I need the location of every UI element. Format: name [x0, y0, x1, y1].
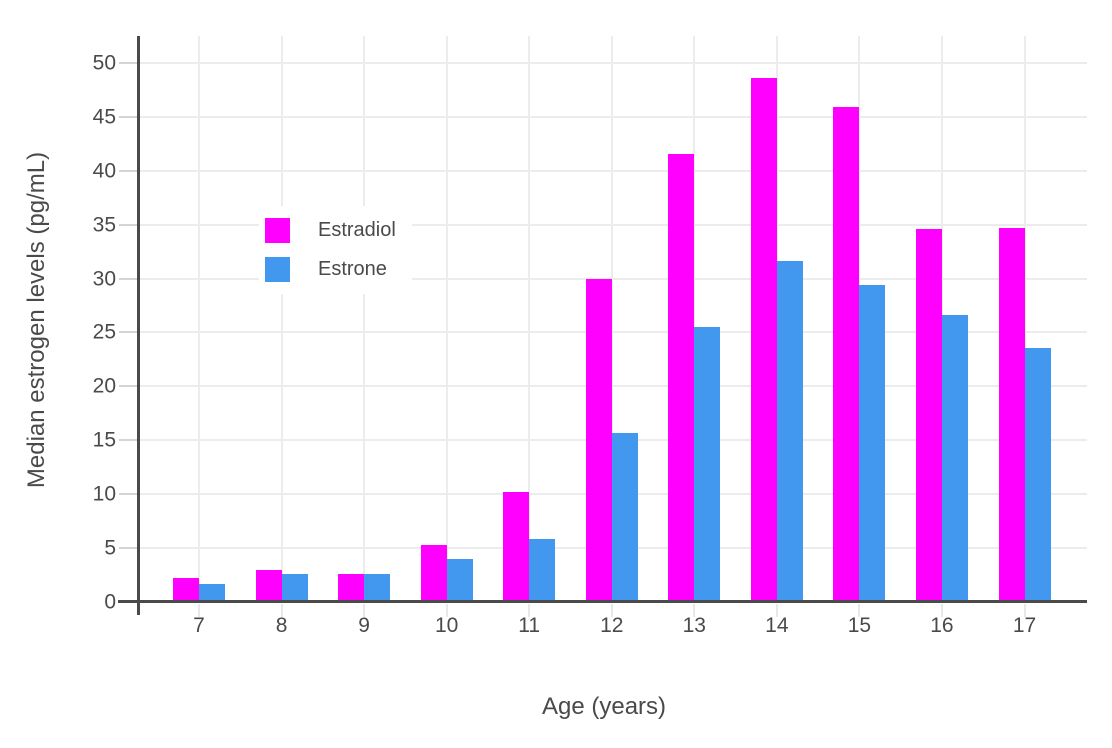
bar-estradiol-age-8[interactable]	[255, 569, 282, 602]
x-tick-label-7: 7	[193, 614, 205, 637]
y-tick-label-30: 30	[92, 267, 116, 291]
y-tick-label-0: 0	[104, 590, 116, 614]
legend-label-estrone: Estrone	[318, 258, 387, 280]
y-tick-mark-5	[119, 547, 138, 550]
x-tick-label-16: 16	[930, 614, 954, 637]
y-tick-mark-50	[119, 61, 138, 64]
gridline-y-45	[138, 115, 1087, 118]
bar-estradiol-age-10[interactable]	[420, 544, 447, 602]
y-tick-mark-15	[119, 439, 138, 442]
x-tick-mark-11	[528, 604, 531, 617]
y-tick-mark-10	[119, 493, 138, 496]
y-tick-mark-35	[119, 223, 138, 226]
x-tick-mark-15	[858, 604, 861, 617]
bar-estradiol-age-11[interactable]	[503, 492, 530, 602]
y-tick-label-15: 15	[92, 428, 116, 452]
y-axis-zero-tick	[118, 600, 138, 603]
y-tick-label-50: 50	[92, 51, 116, 75]
y-tick-label-20: 20	[92, 374, 116, 398]
legend-swatch-estrone	[265, 257, 290, 282]
bar-estrone-age-14[interactable]	[776, 261, 803, 602]
bar-estrone-age-11[interactable]	[529, 539, 556, 602]
x-tick-label-15: 15	[847, 614, 872, 637]
gridline-x-11	[528, 36, 531, 602]
bar-estradiol-age-15[interactable]	[833, 107, 860, 602]
legend-label-estradiol: Estradiol	[318, 219, 396, 241]
x-tick-label-9: 9	[358, 614, 370, 637]
x-tick-label-12: 12	[600, 614, 624, 637]
gridline-x-17	[1023, 36, 1026, 602]
x-tick-mark-17	[1023, 604, 1026, 617]
y-tick-mark-30	[119, 277, 138, 280]
bar-estrone-age-16[interactable]	[941, 315, 968, 602]
x-axis-title: Age (years)	[541, 693, 667, 720]
y-tick-label-10: 10	[92, 482, 116, 506]
bar-estradiol-age-17[interactable]	[998, 227, 1025, 602]
bar-estrone-age-13[interactable]	[694, 327, 721, 602]
x-axis-tick-labels: 7 8 9 10 11 12 13 14 15 16 17	[138, 615, 1087, 645]
gridline-x-10	[445, 36, 448, 602]
x-tick-mark-9	[363, 604, 366, 617]
x-tick-label-14: 14	[765, 614, 789, 637]
x-tick-mark-14	[775, 604, 778, 617]
legend-swatch-estradiol	[265, 218, 290, 243]
bar-estradiol-age-16[interactable]	[915, 228, 942, 602]
gridline-y-40	[138, 169, 1087, 172]
x-tick-mark-16	[940, 604, 943, 617]
bar-estrone-age-8[interactable]	[281, 573, 308, 602]
x-tick-label-17: 17	[1012, 614, 1037, 637]
x-tick-label-11: 11	[518, 614, 541, 637]
x-tick-mark-12	[610, 604, 613, 617]
bar-estradiol-age-9[interactable]	[338, 573, 365, 602]
y-tick-label-25: 25	[92, 320, 116, 344]
gridline-x-8	[280, 36, 283, 602]
gridline-x-13	[693, 36, 696, 602]
y-tick-mark-25	[119, 331, 138, 334]
x-tick-mark-13	[693, 604, 696, 617]
gridline-y-25	[138, 331, 1087, 334]
gridline-y-35	[138, 223, 1087, 226]
y-tick-label-45: 45	[92, 105, 116, 129]
y-tick-mark-20	[119, 385, 138, 388]
y-tick-label-5: 5	[104, 536, 116, 560]
gridline-y-50	[138, 61, 1087, 64]
x-tick-mark-8	[280, 604, 283, 617]
bar-estrone-age-17[interactable]	[1024, 347, 1051, 602]
x-tick-label-13: 13	[682, 614, 706, 637]
y-tick-label-40: 40	[92, 159, 116, 183]
bar-estradiol-age-12[interactable]	[585, 278, 612, 602]
bar-estrone-age-9[interactable]	[364, 573, 391, 602]
x-tick-mark-10	[445, 604, 448, 617]
bar-estrone-age-12[interactable]	[611, 432, 638, 602]
x-axis-line	[138, 600, 1087, 603]
bar-estrone-age-7[interactable]	[199, 583, 225, 602]
legend-item-estrone[interactable]: Estrone	[265, 250, 396, 289]
bar-estrone-age-15[interactable]	[859, 285, 886, 602]
legend: Estradiol Estrone	[259, 206, 412, 294]
y-axis-line	[137, 36, 140, 615]
x-tick-mark-7	[198, 604, 200, 617]
y-tick-mark-40	[119, 169, 138, 172]
y-tick-label-35: 35	[92, 213, 116, 237]
gridline-x-7	[198, 36, 200, 602]
x-tick-label-10: 10	[434, 614, 459, 637]
bar-estradiol-age-13[interactable]	[668, 153, 695, 602]
gridline-y-20	[138, 385, 1087, 388]
gridline-x-12	[610, 36, 613, 602]
y-tick-mark-45	[119, 115, 138, 118]
x-tick-label-8: 8	[275, 614, 288, 637]
gridline-x-9	[363, 36, 366, 602]
plot-area	[118, 36, 1087, 617]
legend-item-estradiol[interactable]: Estradiol	[265, 211, 396, 250]
y-axis-tick-labels: 0 5 10 15 20 25 30 35 40 45 50	[0, 36, 116, 612]
gridline-y-30	[138, 277, 1087, 280]
bar-estrone-age-10[interactable]	[446, 558, 473, 602]
bar-estradiol-age-7[interactable]	[173, 578, 199, 602]
bar-estradiol-age-14[interactable]	[750, 78, 777, 602]
